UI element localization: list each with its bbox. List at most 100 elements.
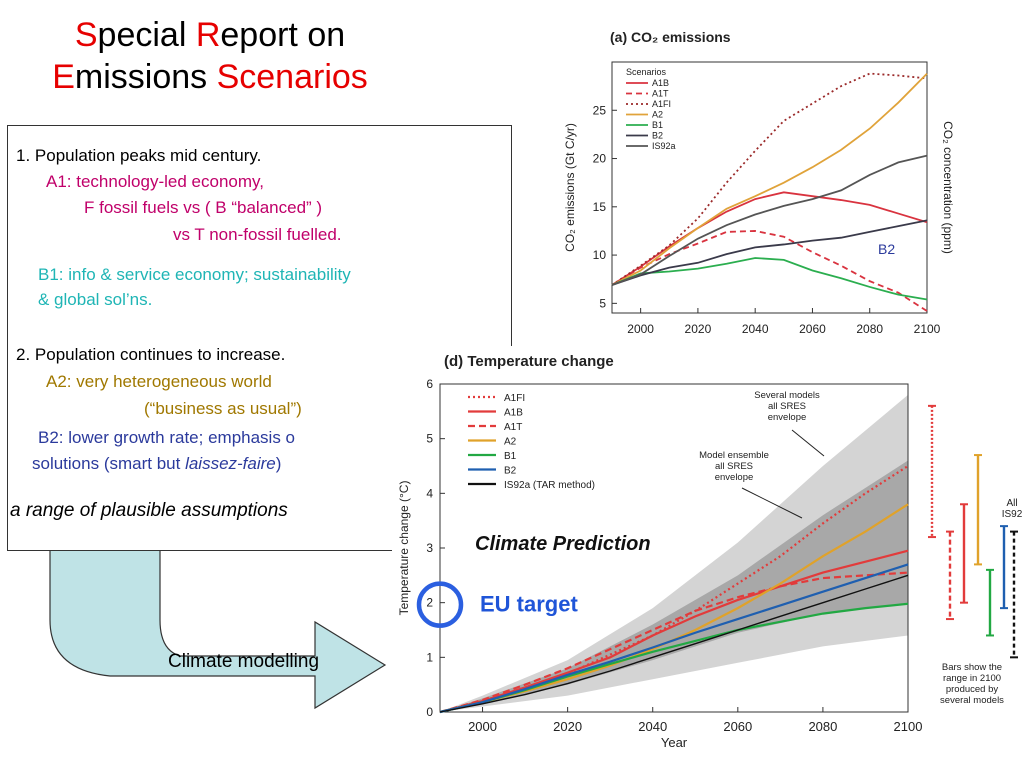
title-part: S (74, 16, 98, 54)
co2-ytick-label: 10 (593, 248, 607, 262)
title-part: pecial (97, 16, 196, 54)
co2-legend-label: B2 (652, 131, 663, 141)
temp-series-IS92a (439, 574, 909, 713)
co2-xtick-label: 2100 (914, 322, 941, 336)
temperature-figure: (d) Temperature change 0 1 2 3 4 5 6 2000 2020 204… (392, 346, 1024, 768)
co2-chart: (a) CO₂ emissions 5 10 15 20 25 2000 2020 2040 20… (563, 29, 955, 336)
co2-series-A2 (611, 72, 928, 286)
temp-annotation-several-models: envelope (768, 412, 807, 423)
b2-text-plain: solutions (smart but (32, 454, 186, 473)
eu-target-circle (416, 581, 464, 628)
co2-emissions-figure: (a) CO₂ emissions 5 10 15 20 25 2000 2020 2040 20… (552, 20, 1020, 350)
b1-text-line2: & global sol’ns. (38, 290, 153, 309)
temp-legend-label: IS92a (TAR method) (504, 480, 595, 491)
co2-title: (a) CO₂ emissions (610, 29, 731, 45)
b2-text-close: ) (275, 454, 282, 473)
temp-bars-note: several models (940, 695, 1004, 706)
b2-text-italic: laissez-faire (185, 454, 276, 473)
temp-envelope-model-ensemble (440, 460, 908, 712)
a1-fossil-text: F fossil fuels vs ( B “balanced” ) (84, 198, 323, 217)
co2-legend-label: A1T (652, 89, 669, 99)
temp-annotation-model-ensemble: all SRES (715, 461, 753, 472)
temp-xtick-label: 2100 (894, 719, 923, 734)
temp-ytick-label: 2 (426, 596, 433, 610)
temp-ylabel: Temperature change (°C) (397, 481, 411, 616)
temp-legend-label: A1T (504, 422, 522, 433)
title-line-2: Emissions Scenarios (0, 56, 420, 98)
temp-ytick-label: 5 (426, 432, 433, 446)
co2-xtick-label: 2000 (627, 322, 654, 336)
co2-b2-label: B2 (878, 241, 895, 257)
range-assumptions-text: a range of plausible assumptions (10, 500, 288, 521)
temp-legend-label: B1 (504, 451, 517, 462)
temp-series-B2 (439, 563, 909, 714)
temp-bars-note: produced by (946, 684, 999, 695)
a2-text-line2: (“business as usual”) (144, 399, 302, 418)
title-part: Scenarios (216, 58, 368, 96)
co2-ylabel: CO₂ emissions (Gt C/yr) (563, 123, 577, 252)
co2-ytick-label: 15 (593, 200, 607, 214)
title-part: R (195, 16, 221, 54)
temp-annotation-model-ensemble: Model ensemble (699, 450, 769, 461)
a1-text: A1: technology-led economy, (46, 172, 264, 191)
slide-title: Special Report on Emissions Scenarios (0, 14, 420, 98)
temp-annotation-several-models: all SRES (768, 401, 806, 412)
temp-series-A1T (439, 571, 909, 714)
co2-plot-frame (611, 61, 928, 314)
temp-annotation-arrow-2 (741, 487, 803, 519)
co2-xtick-label: 2080 (856, 322, 883, 336)
co2-legend-label: B1 (652, 120, 663, 130)
a1-nonfossil-text: vs T non-fossil fuelled. (173, 225, 342, 244)
temp-title: (d) Temperature change (444, 353, 614, 370)
temp-envelope-several-models (440, 394, 908, 712)
b2-text-line2: solutions (smart but laissez-faire) (32, 454, 281, 474)
co2-legend-title: Scenarios (626, 67, 667, 77)
co2-ylabel-right: CO₂ concentration (ppm) (941, 121, 955, 254)
co2-series-IS92a (611, 154, 928, 286)
co2-series-B1 (611, 257, 928, 301)
temp-all-is92-label: All (1006, 498, 1017, 509)
temp-ytick-label: 0 (426, 705, 433, 719)
temp-ytick-label: 4 (426, 486, 433, 500)
temp-legend-label: A1FI (504, 393, 525, 404)
title-part: eport on (220, 16, 346, 54)
co2-ytick-label: 25 (593, 103, 607, 117)
co2-legend-label: A2 (652, 110, 663, 120)
co2-series-A1B (611, 191, 928, 286)
title-part: missions (74, 58, 217, 96)
temp-bars-note: Bars show the (942, 662, 1002, 673)
b2-text-line1: B2: lower growth rate; emphasis o (38, 428, 296, 447)
temp-xtick-label: 2080 (808, 719, 837, 734)
temp-ytick-label: 1 (426, 650, 433, 664)
co2-xtick-label: 2040 (742, 322, 769, 336)
co2-ytick-label: 20 (593, 152, 607, 166)
co2-legend-label: A1FI (652, 99, 671, 109)
co2-legend-label: IS92a (652, 141, 676, 151)
co2-xtick-label: 2020 (685, 322, 712, 336)
temperature-chart: (d) Temperature change 0 1 2 3 4 5 6 2000 2020 204… (397, 353, 1023, 750)
co2-series-B2 (611, 219, 928, 286)
temp-all-is92-label: IS92 (1002, 509, 1023, 520)
title-part: E (52, 58, 75, 96)
temp-annotation-arrow-1 (791, 429, 825, 457)
temp-series-A1B (439, 549, 909, 714)
temp-xlabel: Year (661, 735, 688, 750)
climate-modelling-label: Climate modelling (168, 651, 320, 672)
temp-xtick-label: 2000 (468, 719, 497, 734)
temp-annotation-model-ensemble: envelope (715, 472, 754, 483)
temp-legend-label: A1B (504, 408, 523, 419)
temp-xtick-label: 2060 (723, 719, 752, 734)
title-line-1: Special Report on (0, 14, 420, 56)
climate-prediction-label: Climate Prediction (475, 533, 651, 555)
co2-xtick-label: 2060 (799, 322, 826, 336)
co2-legend-label: A1B (652, 78, 669, 88)
temp-ytick-label: 3 (426, 541, 433, 555)
b1-text-line1: B1: info & service economy; sustainabili… (38, 265, 351, 284)
temp-ytick-label: 6 (426, 377, 433, 391)
temp-xtick-label: 2020 (553, 719, 582, 734)
eu-target-label: EU target (480, 592, 578, 617)
temp-legend-label: B2 (504, 466, 517, 477)
temp-legend-label: A2 (504, 437, 517, 448)
temp-bars-note: range in 2100 (943, 673, 1001, 684)
